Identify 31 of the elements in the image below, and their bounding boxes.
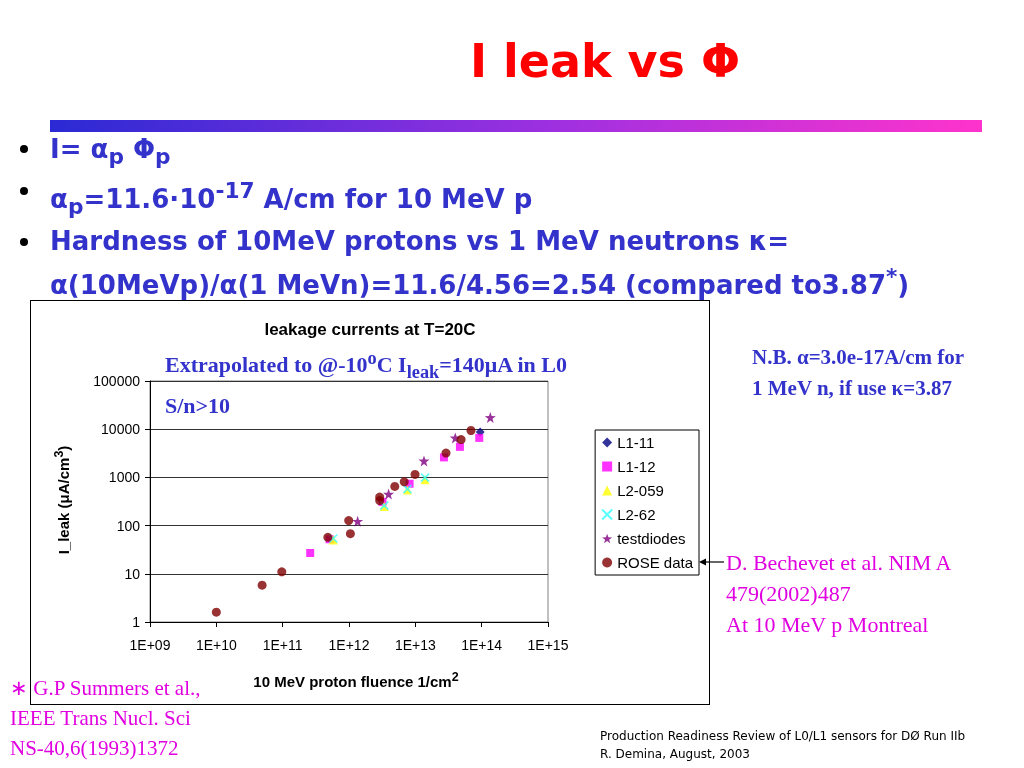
legend-label: L1-12 (617, 458, 656, 475)
x-axis-title: 10 MeV proton fluence 1/cm$^{2}$ (253, 670, 459, 690)
y-tick-label: 1 (132, 614, 141, 630)
x-tick-label: 1E+14 (461, 637, 503, 653)
y-tick-label: 1000 (108, 469, 141, 486)
text: N.B. α=3.0e-17A/cm for 1 MeV n, if use κ=3.87 (752, 344, 965, 402)
x-tick-label: 1E+12 (328, 637, 370, 653)
text: D. Bechevet et al. NIM A 479(2002)487 At 10 MeV p Montreal (726, 549, 952, 639)
x-tick-label: 1E+11 (262, 637, 303, 653)
y-tick-label: 10000 (101, 421, 141, 438)
text: α$_{p}$=11.6·10$^{-17}$ A/cm for 10 MeV p (50, 177, 533, 221)
text: Hardness of 10MeV protons vs 1 MeV neutrons κ= α(10MeVp)/α(1 MeVn)=11.6/4.56=2.54 (compared to3.87$^{*}$) (50, 225, 910, 302)
chart-title: I leak vs Φ (468, 34, 742, 88)
text: Extrapolated to @-10$^{o}$C I$_{leak}$=140μA in L0 S/n>10 (165, 348, 567, 418)
legend-label: ROSE data (617, 554, 694, 571)
x-tick-label: 1E+09 (129, 637, 171, 653)
text: R. Demina, August, 2003 (600, 746, 750, 763)
text: Production Readiness Review of L0/L1 sensors for DØ Run IIb (600, 728, 966, 745)
y-tick-label: 100 (116, 517, 141, 534)
legend-label: L1-11 (617, 434, 655, 451)
y-tick-label: 10 (124, 565, 141, 582)
x-tick-label: 1E+13 (394, 637, 436, 653)
legend-label: testdiodes (617, 530, 686, 547)
chart-subtitle: leakage currents at T=20C (264, 320, 476, 339)
legend-label: L2-059 (617, 482, 664, 499)
text: I= α$_{p}$ Φ$_{p}$ (50, 133, 171, 172)
legend-label: L2-62 (617, 506, 656, 523)
text: ∗ G.P Summers et al., IEEE Trans Nucl. Sci NS-40,6(1993)1372 (10, 675, 201, 762)
x-tick-label: 1E+10 (195, 637, 237, 653)
y-tick-label: 100000 (93, 373, 141, 389)
x-tick-label: 1E+15 (527, 637, 569, 653)
